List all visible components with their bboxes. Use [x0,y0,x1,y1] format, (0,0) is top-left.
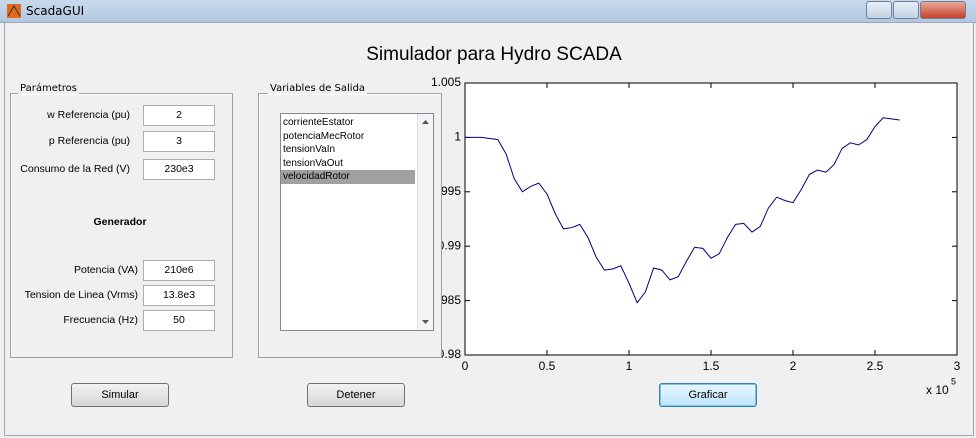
y-tick-label: 0.98 [438,347,462,361]
maximize-button[interactable] [893,1,919,19]
y-tick-label: 1 [454,130,461,144]
variables-list[interactable]: corrienteEstator potenciaMecRotor tensionV… [280,113,434,331]
close-button[interactable] [920,1,966,19]
x-tick-label: 3 [954,359,961,373]
list-item[interactable]: tensionVaOut [283,157,343,169]
window-title: ScadaGUI [26,4,85,18]
field-label: w Referencia (pu) [47,109,130,121]
data-line [465,117,900,304]
app-icon [7,4,21,18]
x-tick-label: 1 [626,359,633,373]
list-item[interactable]: corrienteEstator [283,117,354,128]
field-label: Potencia (VA) [74,264,138,276]
x-tick-label: 0 [462,359,469,373]
text-input[interactable]: 2 [143,105,215,126]
field-label: Frecuencia (Hz) [63,314,138,326]
list-item[interactable]: tensionVaIn [283,144,336,155]
section-title: Generador [93,216,147,228]
plot-button[interactable]: Graficar [659,383,757,407]
list-item[interactable]: velocidadRotor [281,170,415,184]
gui-title: Simulador para Hydro SCADA [366,44,622,65]
x-tick-label: 0.5 [539,359,556,373]
text-input[interactable]: 50 [143,310,215,331]
y-tick-label: 0.99 [438,238,462,252]
x-tick-label: 2.5 [867,359,884,373]
panel-title: Parámetros [18,83,79,94]
scroll-arrows [422,120,429,324]
text-input[interactable]: 3 [143,131,215,152]
simulate-button[interactable]: Simular [71,383,169,407]
field-label: Tension de Linea (Vrms) [24,289,138,301]
text-input[interactable]: 210e6 [143,260,215,281]
x-tick-label: 1.5 [703,359,720,373]
text-input[interactable]: 230e3 [143,159,215,180]
list-item[interactable]: potenciaMecRotor [283,130,365,142]
plot-area [464,82,958,356]
stop-button[interactable]: Detener [307,383,405,407]
title-bar: ScadaGUI [0,0,976,23]
x-multiplier-exponent: 5 [951,376,956,386]
scrollbar[interactable] [417,114,433,330]
x-tick-label: 2 [790,359,797,373]
field-label: p Referencia (pu) [48,135,130,147]
y-tick-label: 1.005 [431,75,461,89]
field-label: Consumo de la Red (V) [20,163,130,175]
x-multiplier: x 10 [926,383,949,397]
panel-title: Variables de Salida [268,83,368,94]
minimize-button[interactable] [866,1,892,19]
text-input[interactable]: 13.8e3 [143,285,215,306]
